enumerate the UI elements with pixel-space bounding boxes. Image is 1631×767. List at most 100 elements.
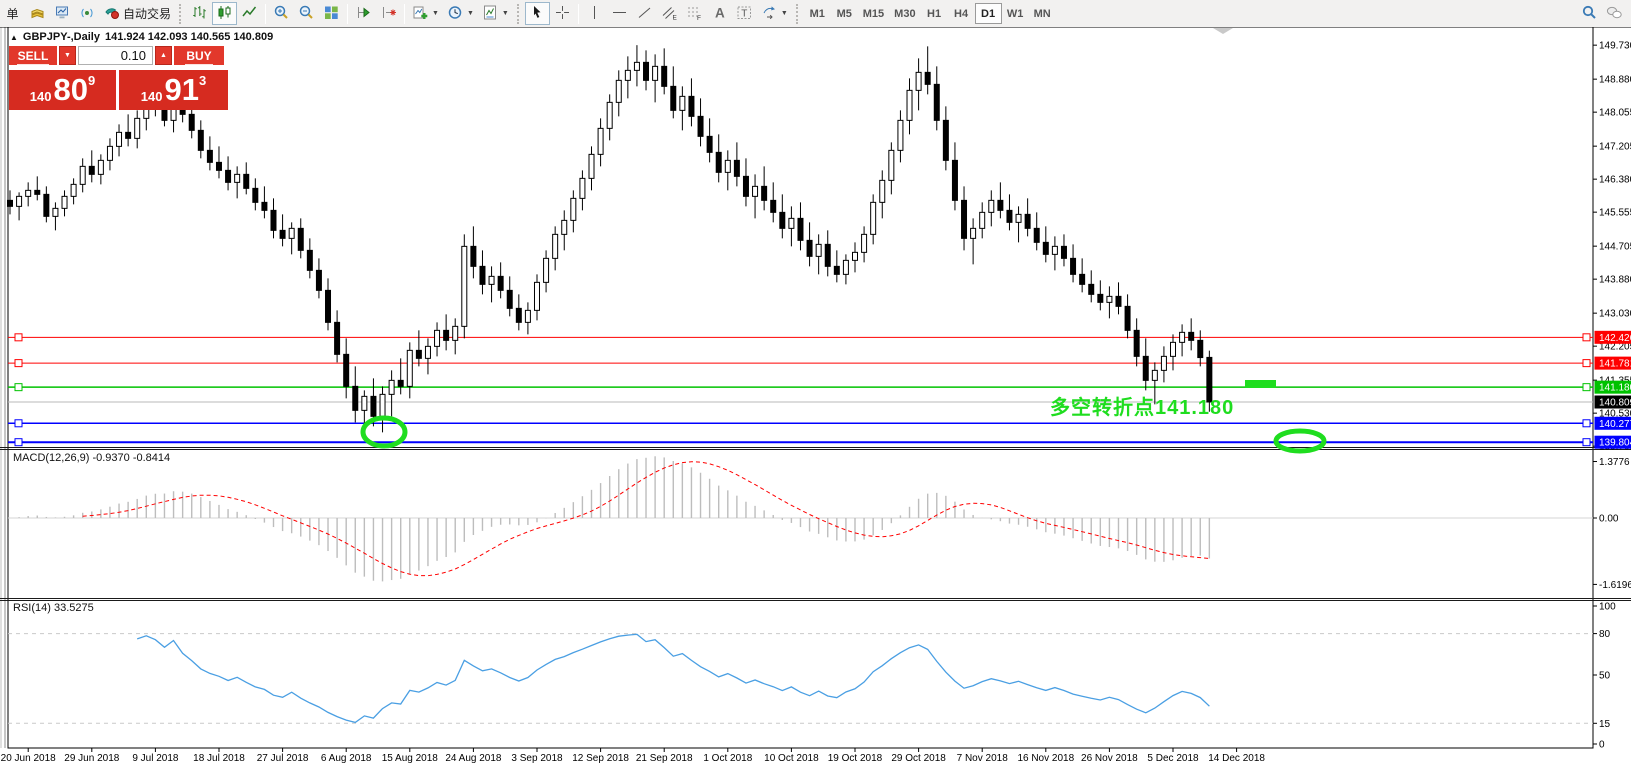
toolbar-grip[interactable] xyxy=(179,3,182,24)
candlestick-series[interactable] xyxy=(7,45,1213,441)
timeframe-M5[interactable]: M5 xyxy=(836,7,852,20)
line-anchor-handle[interactable] xyxy=(14,383,23,392)
vertical-line-button[interactable] xyxy=(582,2,607,25)
line-anchor-handle[interactable] xyxy=(1582,383,1591,392)
arrows-button[interactable]: ▼ xyxy=(757,2,792,25)
price-line-141.781[interactable] xyxy=(8,359,1593,368)
line-chart-button[interactable] xyxy=(237,2,262,25)
price-line-140.277[interactable] xyxy=(8,419,1593,428)
candlestick-chart-button[interactable] xyxy=(212,2,238,25)
zoom-in-button[interactable] xyxy=(269,2,294,25)
chart-scroll-marker-icon[interactable] xyxy=(1213,28,1233,34)
auto-scroll-button[interactable] xyxy=(351,2,376,25)
tile-windows-button[interactable] xyxy=(319,2,344,25)
buy-price[interactable]: 140 91 3 xyxy=(119,70,228,110)
collapse-marker-icon[interactable]: ▲ xyxy=(10,32,18,42)
highlight-ellipse[interactable] xyxy=(360,415,408,449)
templates-button[interactable]: ▼ xyxy=(478,2,513,25)
annotation-text[interactable]: 多空转折点141.180 xyxy=(1050,397,1235,419)
horizontal-line-button[interactable] xyxy=(607,2,632,25)
line-anchor-handle[interactable] xyxy=(14,359,23,368)
chevron-down-icon[interactable]: ▼ xyxy=(466,10,474,17)
rsi-panel[interactable] xyxy=(8,633,1593,724)
line-anchor-handle[interactable] xyxy=(1582,419,1591,428)
fibonacci-button[interactable]: F xyxy=(682,2,707,25)
candle-up xyxy=(606,101,613,129)
search-button[interactable] xyxy=(1577,2,1602,25)
equidistant-channel-button[interactable]: E xyxy=(657,2,682,25)
candle-up xyxy=(1015,213,1022,223)
price-line-141.180[interactable] xyxy=(8,383,1593,392)
periods-button[interactable]: ▼ xyxy=(443,2,478,25)
chevron-down-icon[interactable]: ▼ xyxy=(780,10,788,17)
highlight-ellipse[interactable] xyxy=(1273,428,1327,454)
line-anchor-handle[interactable] xyxy=(1582,333,1591,342)
zoomin-icon xyxy=(273,4,290,24)
timeframe-W1[interactable]: W1 xyxy=(1006,7,1024,20)
crosshair-button[interactable] xyxy=(550,2,575,25)
timeframe-M30[interactable]: M30 xyxy=(894,7,916,20)
text-button[interactable]: A xyxy=(707,2,732,25)
line-anchor-handle[interactable] xyxy=(14,419,23,428)
axis-tick-label: 143.880 xyxy=(1599,275,1631,286)
candle-down xyxy=(297,227,304,251)
trendline-button[interactable] xyxy=(632,2,657,25)
timeframe-H4[interactable]: H4 xyxy=(954,7,969,20)
price-line-axis-label xyxy=(1594,435,1631,449)
candle-down xyxy=(1088,283,1095,295)
line-anchor-handle[interactable] xyxy=(1582,359,1591,368)
panel-splitter[interactable] xyxy=(0,447,1631,450)
candle-down xyxy=(715,151,722,173)
candle-down xyxy=(343,353,350,387)
buy-button[interactable]: BUY xyxy=(174,46,224,65)
candle-up xyxy=(533,281,540,311)
date-label: 7 Nov 2018 xyxy=(957,753,1009,764)
metaeditor-button[interactable] xyxy=(50,2,75,25)
annotation-group[interactable] xyxy=(360,380,1327,454)
timeframe-H1[interactable]: H1 xyxy=(927,7,942,20)
text-label-button[interactable]: T xyxy=(732,2,757,25)
volume-dropdown-button[interactable]: ▼ xyxy=(59,46,76,65)
time-axis[interactable]: 20 Jun 2018 29 Jun 2018 9 Jul 2018 18 Jul 2… xyxy=(1,748,1266,764)
price-line-139.804[interactable] xyxy=(8,438,1593,447)
main-price-panel[interactable] xyxy=(7,45,1594,447)
line-anchor-handle[interactable] xyxy=(1582,438,1591,447)
signals-button[interactable] xyxy=(75,2,100,25)
timeframe-MN[interactable]: MN xyxy=(1033,7,1051,20)
line-anchor-handle[interactable] xyxy=(14,438,23,447)
toolbar-grip[interactable] xyxy=(516,3,520,24)
volume-input[interactable] xyxy=(78,46,153,65)
bar-chart-button[interactable] xyxy=(187,2,212,25)
timeframe-M15[interactable]: M15 xyxy=(862,7,885,20)
toolbar-grip[interactable] xyxy=(795,3,799,24)
candle-down xyxy=(43,193,50,217)
chat-button[interactable] xyxy=(1602,2,1627,25)
sell-price[interactable]: 140 80 9 xyxy=(9,70,116,110)
market-watch-button[interactable] xyxy=(25,2,50,25)
new-order-button[interactable]: 单 xyxy=(0,2,25,25)
timeframe-M1[interactable]: M1 xyxy=(809,7,825,20)
volume-up-button[interactable]: ▲ xyxy=(155,46,172,65)
svg-text:A: A xyxy=(715,5,725,20)
rsi-axis-label: 15 xyxy=(1599,719,1611,730)
autotrading-button[interactable]: 自动交易 xyxy=(100,2,175,25)
cursor-button[interactable] xyxy=(524,2,550,25)
candle-down xyxy=(797,217,804,241)
candle-down xyxy=(1133,329,1140,357)
chart-shift-button[interactable] xyxy=(376,2,401,25)
macd-panel[interactable] xyxy=(8,456,1593,582)
candle-up xyxy=(79,165,86,185)
macd-axis-label: 0.00 xyxy=(1599,514,1619,525)
candle-down xyxy=(706,135,713,153)
line-anchor-handle[interactable] xyxy=(14,333,23,342)
sell-button[interactable]: SELL xyxy=(9,46,57,65)
chevron-down-icon[interactable]: ▼ xyxy=(432,10,439,17)
price-line-142.426[interactable] xyxy=(8,333,1593,342)
indicators-list-button[interactable]: ▼ xyxy=(408,2,443,25)
panel-splitter[interactable] xyxy=(0,598,1631,601)
timeframe-D1[interactable]: D1 xyxy=(974,3,1002,24)
zoom-out-button[interactable] xyxy=(294,2,319,25)
chevron-down-icon[interactable]: ▼ xyxy=(501,10,509,17)
highlight-rectangle[interactable] xyxy=(1245,380,1276,388)
